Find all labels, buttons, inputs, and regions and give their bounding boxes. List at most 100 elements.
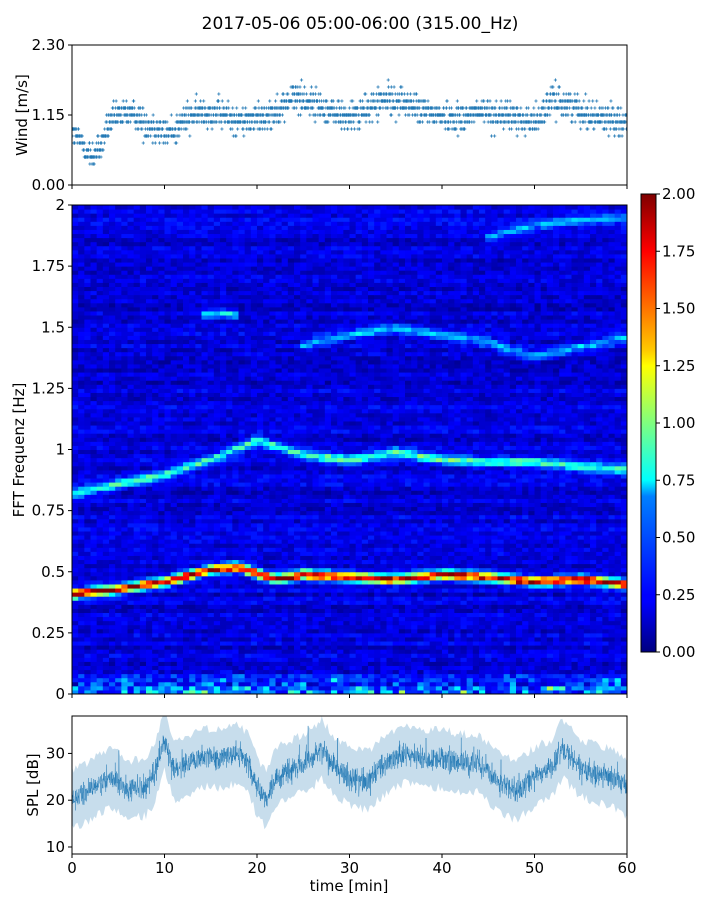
- spectrogram-cell: [460, 579, 468, 585]
- spectrogram-cell: [72, 600, 79, 605]
- spectrogram-cell: [435, 571, 443, 577]
- spectrogram-cell: [115, 579, 122, 585]
- spectrogram-cell: [472, 669, 480, 675]
- spectrogram-cell: [133, 677, 141, 683]
- spectrogram-cell: [226, 588, 233, 593]
- spectrogram-cell: [411, 645, 418, 650]
- spectrogram-cell: [528, 661, 535, 666]
- wind-point: [577, 99, 581, 103]
- spectrogram-cell: [361, 681, 369, 687]
- spectrogram-cell: [294, 677, 301, 683]
- spectrogram-cell: [361, 583, 369, 589]
- wind-point: [174, 141, 179, 145]
- spectrogram-cell: [423, 567, 431, 573]
- spectrogram-cell: [460, 681, 468, 687]
- spectrogram-cell: [170, 616, 178, 622]
- spectrogram-cell: [220, 600, 227, 605]
- spectrogram-cell: [287, 571, 295, 577]
- spectrogram-cell: [503, 592, 511, 597]
- spectrogram-cell: [275, 645, 283, 650]
- spectrogram-cell: [287, 657, 295, 662]
- spectrogram-cell: [72, 616, 79, 622]
- spectrogram-cell: [331, 673, 338, 679]
- spectrogram-cell: [294, 641, 301, 646]
- spectrogram-cell: [485, 583, 492, 589]
- spectrogram-cell: [614, 677, 622, 683]
- spectrogram-cell: [472, 559, 480, 565]
- spectrogram-cell: [127, 661, 135, 666]
- spectrogram-cell: [287, 563, 295, 569]
- spectrogram-cell: [522, 604, 529, 609]
- spectrogram-cell: [312, 685, 320, 691]
- spectrogram-cell: [158, 555, 165, 561]
- spectrogram-cell: [565, 596, 572, 601]
- spectrogram-cell: [479, 583, 486, 589]
- spectrogram-cell: [608, 685, 616, 691]
- spectrogram-cell: [102, 571, 110, 577]
- spectrogram-cell: [528, 559, 535, 565]
- spectrogram-cell: [417, 600, 424, 605]
- spectrogram-cell: [405, 677, 412, 683]
- spectrogram-cell: [374, 677, 381, 683]
- spectrogram-cell: [306, 592, 313, 597]
- spectrogram-cell: [96, 685, 104, 691]
- spectrogram-cell: [479, 653, 486, 658]
- spectrogram-cell: [448, 575, 455, 581]
- spectrogram-cell: [596, 681, 603, 687]
- spectrogram-cell: [411, 592, 418, 597]
- spectrogram-cell: [503, 551, 511, 556]
- spectrogram-cell: [207, 649, 215, 654]
- spectrogram-cell: [417, 604, 424, 609]
- spectrogram-cell: [528, 669, 535, 675]
- spectrogram-cell: [516, 657, 523, 662]
- spectrogram-cell: [466, 571, 474, 577]
- spectrogram-cell: [213, 583, 221, 589]
- spectrogram-cell: [337, 620, 344, 626]
- spectrogram-cell: [577, 620, 585, 626]
- spectrogram-cell: [115, 673, 122, 679]
- spectrogram-cell: [602, 567, 609, 573]
- spectrogram-cell: [312, 620, 320, 626]
- spectrogram-cell: [590, 551, 597, 556]
- spectrogram-cell: [158, 583, 165, 589]
- spectrogram-cell: [454, 559, 461, 565]
- spectrogram-cell: [176, 608, 184, 613]
- spectrogram-cell: [158, 571, 165, 577]
- spectrogram-cell: [72, 628, 79, 634]
- spectrogram-cell: [127, 641, 135, 646]
- spectrogram-cell: [72, 645, 79, 650]
- spectrogram-cell: [559, 616, 566, 622]
- spectrogram-cell: [146, 612, 153, 618]
- spectrogram-cell: [540, 571, 548, 577]
- spectrogram-cell: [429, 661, 437, 666]
- spectrogram-cell: [411, 600, 418, 605]
- spectrogram-cell: [380, 673, 387, 679]
- spectrogram-cell: [115, 677, 122, 683]
- spectrogram-cell: [405, 596, 412, 601]
- spectrogram-cell: [528, 636, 535, 642]
- spectrogram-cell: [442, 588, 449, 593]
- wind-point: [488, 99, 492, 103]
- spectrogram-cell: [349, 653, 357, 658]
- spectrogram-cell: [121, 669, 128, 675]
- spectrogram-cell: [158, 669, 165, 675]
- spectrogram-cell: [90, 624, 98, 630]
- spectrogram-cell: [176, 563, 184, 569]
- spectrogram-cell: [602, 592, 609, 597]
- spectrogram-cell: [220, 616, 227, 622]
- spectrogram-cell: [534, 571, 542, 577]
- spectrogram-cell: [472, 567, 480, 573]
- spectrogram-cell: [423, 636, 431, 642]
- spectrogram-cell: [497, 645, 505, 650]
- spectrogram-cell: [109, 579, 116, 585]
- wind-point: [340, 99, 344, 103]
- wind-point: [106, 134, 111, 138]
- spectrogram-cell: [590, 612, 597, 618]
- spectrogram-cell: [201, 596, 209, 601]
- spectrogram-cell: [559, 588, 566, 593]
- spectrogram-cell: [300, 596, 307, 601]
- spectrogram-cell: [226, 571, 233, 577]
- spectrogram-cell: [491, 555, 498, 561]
- spectrogram-cell: [306, 588, 313, 593]
- spectrogram-cell: [146, 677, 153, 683]
